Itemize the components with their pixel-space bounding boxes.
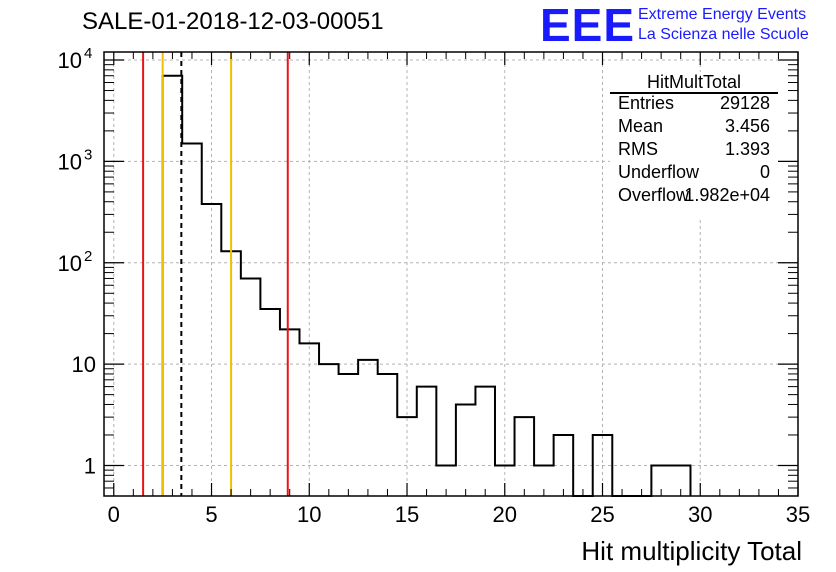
y-tick-exponent: 2 [84,248,92,265]
stats-label: Underflow [618,162,700,182]
plot-frame [103,51,799,497]
y-tick-label: 10 [72,352,96,377]
y-tick-label: 10 [58,251,82,276]
stats-row-mean: Mean 3.456 [618,115,770,138]
y-tick-label: 10 [58,149,82,174]
stats-label: Mean [618,116,664,136]
x-tick-label: 0 [108,502,120,527]
stats-value: 29128 [719,93,770,113]
chart-title: SALE-01-2018-12-03-00051 [82,8,384,35]
stats-label: Overflow [618,185,690,205]
stats-label: Entries [618,93,675,113]
x-tick-label: 10 [297,502,321,527]
x-tick-label: 15 [395,502,419,527]
stats-row-rms: RMS 1.393 [618,138,770,161]
y-tick-exponent: 4 [84,45,92,62]
y-tick-label: 10 [58,48,82,73]
x-tick-label: 20 [493,502,517,527]
y-tick-exponent: 3 [84,146,92,163]
stats-label: RMS [618,139,658,159]
stats-value: 0 [759,162,770,182]
stats-box-title: HitMultTotal [610,72,778,94]
histogram-outline [161,74,692,497]
logo-line-2: La Scienza nelle Scuole [638,26,809,43]
x-tick-label: 25 [590,502,614,527]
logo-line-1: Extreme Energy Events [638,6,807,23]
x-tick-label: 30 [688,502,712,527]
stats-row-underflow: Underflow 0 [618,161,770,184]
x-tick-label: 35 [786,502,810,527]
y-tick-label: 1 [84,453,96,478]
stats-value: 1.393 [724,139,770,159]
stats-value: 3.456 [724,116,770,136]
x-tick-label: 5 [205,502,217,527]
stats-value: 1.982e+04 [684,185,770,205]
x-axis-title: Hit multiplicity Total [581,536,802,566]
stats-box: HitMultTotal Entries 29128 Mean 3.456 RM… [610,72,778,218]
stats-row-overflow: Overflow 1.982e+04 [618,184,770,207]
stats-row-entries: Entries 29128 [618,92,770,115]
eee-logo: EEE [540,0,636,51]
